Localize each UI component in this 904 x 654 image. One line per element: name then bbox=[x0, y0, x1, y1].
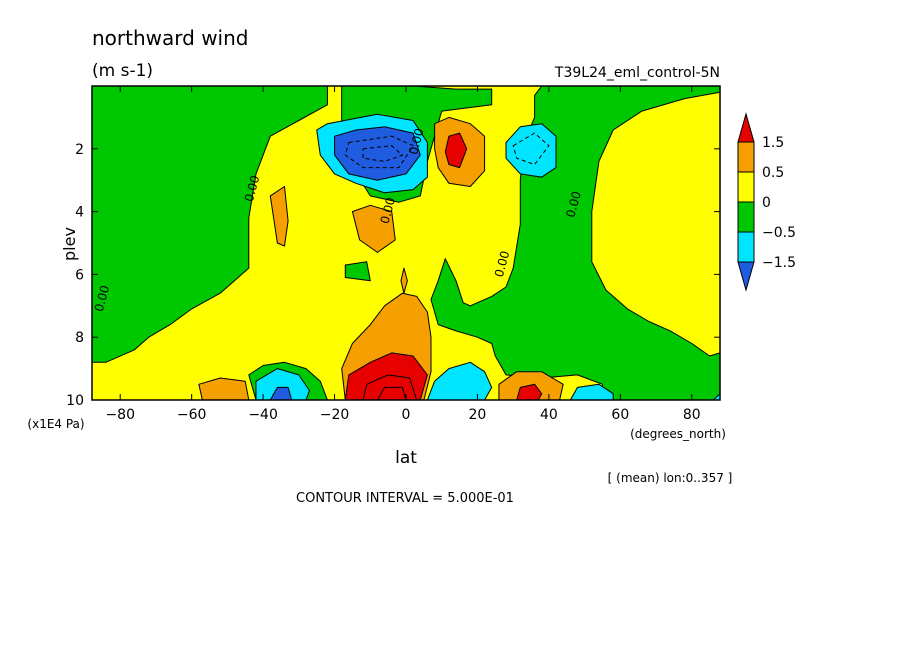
x-tick-label: 0 bbox=[402, 407, 411, 423]
contour-region bbox=[444, 132, 468, 169]
colorbar-swatch bbox=[737, 171, 755, 203]
contour-region bbox=[344, 261, 371, 282]
x-units-label: (degrees_north) bbox=[630, 427, 726, 441]
x-tick-label: 60 bbox=[611, 407, 629, 423]
solid-contour bbox=[376, 386, 407, 401]
contour-region bbox=[505, 123, 557, 178]
x-tick-label: 20 bbox=[469, 407, 487, 423]
chart-title: northward wind bbox=[92, 26, 248, 50]
contour-region bbox=[269, 186, 289, 247]
contour-label: 0.00 bbox=[242, 174, 262, 203]
contour-label-layer: 0.00 0.00 0.00 0.00 0.00 0.00 bbox=[92, 127, 584, 313]
y-tick-label: 8 bbox=[75, 330, 84, 346]
y-tick-label: 2 bbox=[75, 142, 84, 158]
x-tick-label: −80 bbox=[105, 407, 135, 423]
x-tick-label: −40 bbox=[248, 407, 278, 423]
y-tick-label: 6 bbox=[75, 267, 84, 283]
chart-units: (m s-1) bbox=[92, 61, 153, 81]
x-tick-label: −20 bbox=[320, 407, 350, 423]
colorbar: 1.5 0.5 0 −0.5 −1.5 bbox=[737, 112, 796, 292]
contour-region bbox=[91, 85, 328, 363]
mean-note: [ (mean) lon:0..357 ] bbox=[608, 471, 733, 485]
dashed-contour bbox=[344, 135, 414, 169]
x-axis-label: lat bbox=[395, 448, 417, 468]
y-tick-label: 10 bbox=[66, 393, 84, 409]
y-units-label: (x1E4 Pa) bbox=[27, 417, 84, 431]
contour-region bbox=[351, 204, 396, 253]
colorbar-arrow-top bbox=[737, 112, 755, 143]
axes: −80 −60 −40 −20 0 20 40 60 80 2 4 6 8 10 bbox=[66, 85, 721, 423]
y-axis-label: plev bbox=[60, 227, 79, 261]
colorbar-label: −0.5 bbox=[762, 225, 796, 241]
x-tick-label: −60 bbox=[177, 407, 207, 423]
contour-label: 0.00 bbox=[406, 127, 426, 156]
x-tick-label: 80 bbox=[683, 407, 701, 423]
x-tick-label: 40 bbox=[540, 407, 558, 423]
colorbar-label: 0.5 bbox=[762, 165, 784, 181]
y-tick-label: 4 bbox=[75, 205, 84, 221]
colorbar-label: 1.5 bbox=[762, 135, 784, 151]
solid-contour bbox=[362, 374, 418, 401]
colorbar-arrow-bottom bbox=[737, 261, 755, 292]
plot-area bbox=[91, 85, 721, 401]
contour-label: 0.00 bbox=[378, 196, 398, 225]
contour-label: 0.00 bbox=[492, 249, 512, 278]
run-label: T39L24_eml_control-5N bbox=[554, 65, 720, 81]
colorbar-swatch bbox=[737, 201, 755, 233]
contour-label: 0.00 bbox=[563, 190, 583, 219]
colorbar-swatch bbox=[737, 231, 755, 263]
colorbar-swatch bbox=[737, 141, 755, 173]
colorbar-label: 0 bbox=[762, 195, 771, 211]
contour-region bbox=[426, 361, 493, 401]
colorbar-label: −1.5 bbox=[762, 255, 796, 271]
contour-interval-note: CONTOUR INTERVAL = 5.000E-01 bbox=[296, 491, 514, 506]
dashed-contour bbox=[362, 145, 404, 162]
contour-label: 0.00 bbox=[92, 284, 112, 313]
